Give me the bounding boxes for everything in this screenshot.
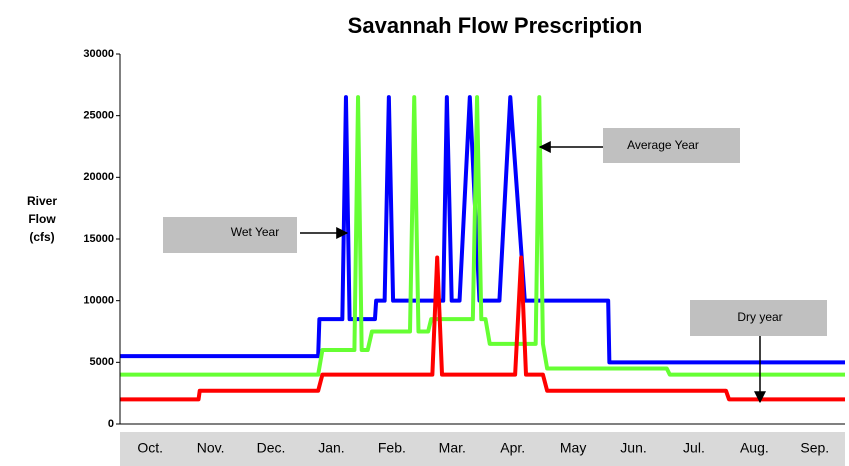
annotation-box — [163, 217, 297, 253]
y-axis-label: River — [27, 194, 57, 208]
series-line — [120, 255, 845, 402]
series-line — [120, 95, 845, 365]
x-tick-label: Dec. — [257, 440, 286, 456]
annotation: Wet Year — [231, 225, 279, 239]
x-tick-label: May — [560, 440, 586, 456]
x-tick-label: Jun. — [620, 440, 646, 456]
x-tick-label: Apr. — [500, 440, 525, 456]
x-axis-band — [120, 432, 845, 466]
x-tick-label: Aug. — [740, 440, 769, 456]
y-tick-label: 15000 — [83, 233, 114, 245]
series-line — [120, 95, 845, 377]
y-tick-label: 20000 — [83, 171, 114, 183]
y-tick-label: 0 — [108, 418, 114, 430]
y-tick-label: 30000 — [83, 48, 114, 60]
annotation: Average Year — [627, 138, 699, 152]
y-tick-label: 10000 — [83, 295, 114, 307]
y-axis-label: Flow — [28, 212, 56, 226]
x-tick-label: Jan. — [318, 440, 344, 456]
x-tick-label: Oct. — [137, 440, 163, 456]
x-tick-label: Jul. — [683, 440, 705, 456]
annotation-box — [603, 128, 740, 163]
annotation-box — [690, 300, 827, 336]
x-tick-label: Nov. — [197, 440, 225, 456]
y-tick-label: 25000 — [83, 110, 114, 122]
y-tick-label: 5000 — [90, 356, 114, 368]
annotation: Dry year — [737, 310, 782, 324]
y-axis-label: (cfs) — [29, 230, 54, 244]
chart-title: Savannah Flow Prescription — [348, 13, 643, 38]
x-tick-label: Feb. — [378, 440, 406, 456]
x-tick-label: Mar. — [439, 440, 466, 456]
x-tick-label: Sep. — [800, 440, 829, 456]
